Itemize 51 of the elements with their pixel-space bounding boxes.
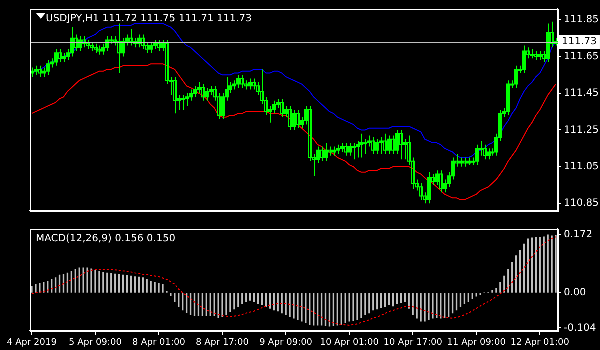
- y-tick-label: 111.45: [564, 88, 599, 100]
- candlestick: [328, 146, 332, 156]
- y-tick-label: 111.05: [564, 162, 599, 173]
- candlestick: [384, 133, 388, 155]
- text: USDJPY,H1 111.72 111.75 111.71 111.73: [46, 14, 252, 25]
- candlestick: [400, 130, 404, 160]
- candlestick: [320, 146, 324, 162]
- candlestick: [344, 142, 348, 156]
- candlestick: [130, 28, 134, 46]
- y-tick-label: -0.104: [564, 322, 596, 334]
- y-tick-label: 111.85: [564, 14, 599, 26]
- y-tick-label: 0.172: [564, 230, 593, 241]
- text: MACD(12,26,9) 0.156 0.150: [36, 234, 176, 245]
- candlestick: [98, 45, 102, 56]
- candlestick: [420, 182, 424, 200]
- y-tick-label: 111.65: [564, 51, 599, 62]
- candlestick: [392, 135, 396, 155]
- x-tick-label: 10 Apr 17:00: [384, 338, 443, 348]
- y-tick-label: 111.25: [564, 124, 599, 136]
- x-tick-label: 8 Apr 01:00: [132, 338, 186, 348]
- x-tick-label: 5 Apr 09:00: [69, 338, 122, 348]
- candlestick: [202, 84, 206, 102]
- candlestick: [440, 170, 444, 194]
- candlestick: [240, 74, 244, 88]
- candlestick: [174, 76, 178, 114]
- candlestick: [484, 144, 488, 160]
- candlestick: [464, 157, 468, 168]
- candlestick: [534, 50, 538, 61]
- y-tick-label: 0.00: [564, 288, 586, 299]
- candlestick: [58, 48, 62, 63]
- candlestick: [288, 106, 292, 131]
- x-tick-label: 8 Apr 17:00: [196, 338, 250, 348]
- candlestick: [158, 40, 162, 52]
- candlestick: [280, 98, 284, 118]
- x-tick-label: 11 Apr 09:00: [447, 338, 506, 348]
- candlestick: [74, 34, 78, 52]
- candlestick: [82, 36, 86, 48]
- x-tick-label: 10 Apr 01:00: [320, 338, 380, 348]
- x-tick-label: 12 Apr 01:00: [510, 338, 570, 348]
- candlestick: [90, 42, 94, 52]
- candlestick: [86, 40, 90, 50]
- candlestick: [94, 43, 98, 54]
- candlestick: [372, 137, 376, 155]
- candlestick: [38, 65, 42, 78]
- candlestick: [118, 23, 122, 74]
- ref-line-label: 111.73: [562, 36, 597, 48]
- y-tick-label: 110.85: [564, 198, 599, 210]
- x-tick-label: 9 Apr 09:00: [260, 338, 313, 348]
- x-tick-label: 4 Apr 2019: [7, 338, 58, 348]
- candlestick: [142, 34, 146, 50]
- candlestick: [296, 110, 300, 129]
